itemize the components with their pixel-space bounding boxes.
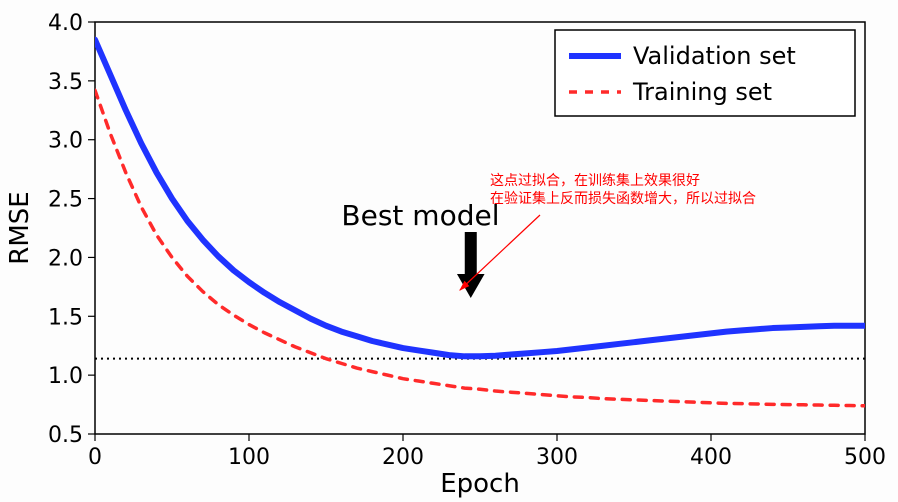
legend-label: Validation set (633, 42, 796, 70)
x-tick-label: 400 (690, 445, 732, 470)
x-tick-label: 100 (228, 445, 270, 470)
legend-label: Training set (632, 78, 772, 106)
x-axis-label: Epoch (440, 469, 520, 499)
rmse-chart: 0 100 200 300 400 500 0.5 1.0 1.5 2.0 2.5 3.0 3.5 4.0… (0, 0, 898, 502)
x-tick-label: 200 (382, 445, 424, 470)
best-model-arrow (457, 232, 485, 298)
y-tick-label: 3.0 (48, 129, 83, 154)
overfit-note-line: 这点过拟合，在训练集上效果很好 (490, 170, 700, 190)
x-tick-label: 500 (844, 445, 886, 470)
y-tick-label: 3.5 (48, 70, 83, 95)
chart-container: 0 100 200 300 400 500 0.5 1.0 1.5 2.0 2.5 3.0 3.5 4.0… (0, 0, 898, 502)
y-tick-label: 4.0 (48, 11, 83, 36)
y-tick-label: 2.0 (48, 246, 83, 271)
x-tick-label: 0 (88, 445, 102, 470)
y-axis-label: RMSE (5, 191, 35, 264)
y-tick-label: 1.5 (48, 305, 83, 330)
y-tick-label: 2.5 (48, 188, 83, 213)
best-model-label: Best model (341, 199, 499, 232)
overfit-note-line: 在验证集上反而损失函数增大，所以过拟合 (490, 188, 756, 208)
y-tick-label: 0.5 (48, 423, 83, 448)
x-tick-label: 300 (536, 445, 578, 470)
y-tick-label: 1.0 (48, 364, 83, 389)
